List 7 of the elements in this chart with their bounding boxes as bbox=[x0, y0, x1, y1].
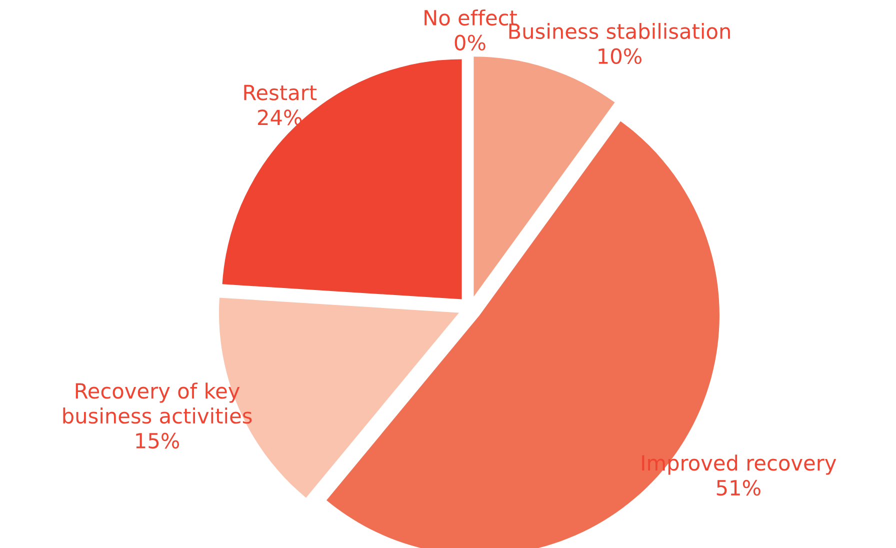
data-label: 10% bbox=[598, 48, 642, 64]
slice-label: Recovery of key business activities bbox=[63, 382, 252, 424]
data-label: 51% bbox=[716, 480, 760, 496]
text: 0% bbox=[454, 34, 486, 50]
data-label: 24% bbox=[258, 110, 302, 126]
data-label: 15% bbox=[136, 432, 180, 449]
slice-label: Restart bbox=[244, 84, 317, 100]
